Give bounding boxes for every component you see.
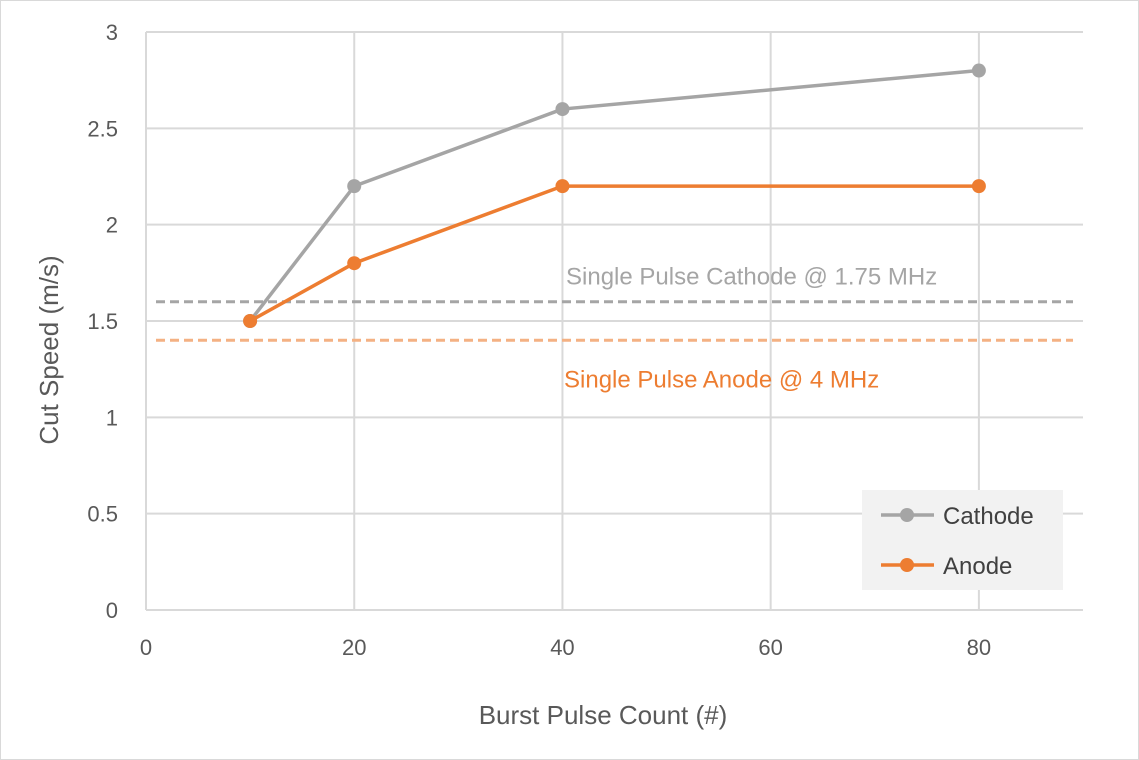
x-tick-label: 60	[758, 635, 782, 660]
x-tick-label: 20	[342, 635, 366, 660]
tick-labels: 0 0.5 1 1.5 2 2.5 3 0 20 40 60 80	[87, 20, 991, 660]
series-line-anode	[249, 184, 979, 323]
reference-label: Single Pulse Cathode @ 1.75 MHz	[566, 264, 937, 291]
series-group	[243, 63, 986, 328]
data-point-cathode	[347, 179, 362, 194]
data-point-cathode	[971, 63, 986, 78]
y-tick-label: 0.5	[87, 502, 118, 527]
legend: Cathode Anode	[862, 490, 1063, 590]
data-point-anode	[971, 179, 986, 194]
legend-label-anode: Anode	[943, 553, 1012, 580]
x-tick-label: 0	[140, 635, 152, 660]
x-axis-title: Burst Pulse Count (#)	[479, 700, 728, 730]
legend-box	[862, 490, 1063, 590]
y-axis-title: Cut Speed (m/s)	[34, 255, 64, 444]
y-tick-label: 1	[106, 405, 118, 430]
y-tick-label: 0	[106, 598, 118, 623]
data-point-anode	[243, 314, 258, 328]
data-point-anode	[347, 256, 362, 271]
x-tick-label: 80	[967, 635, 991, 660]
legend-marker-cathode	[900, 508, 914, 522]
y-tick-label: 2	[106, 213, 118, 238]
data-point-cathode	[555, 102, 570, 117]
axes	[145, 32, 1083, 611]
legend-marker-anode	[900, 558, 914, 572]
y-tick-label: 3	[106, 20, 118, 45]
y-tick-label: 2.5	[87, 116, 118, 141]
reference-label: Single Pulse Anode @ 4 MHz	[564, 366, 879, 393]
reference-lines: Single Pulse Cathode @ 1.75 MHz Single Pu…	[156, 264, 1073, 393]
data-point-anode	[555, 179, 570, 194]
legend-label-cathode: Cathode	[943, 503, 1034, 530]
series-line-cathode	[248, 68, 980, 323]
y-tick-label: 1.5	[87, 309, 118, 334]
x-tick-label: 40	[550, 635, 574, 660]
